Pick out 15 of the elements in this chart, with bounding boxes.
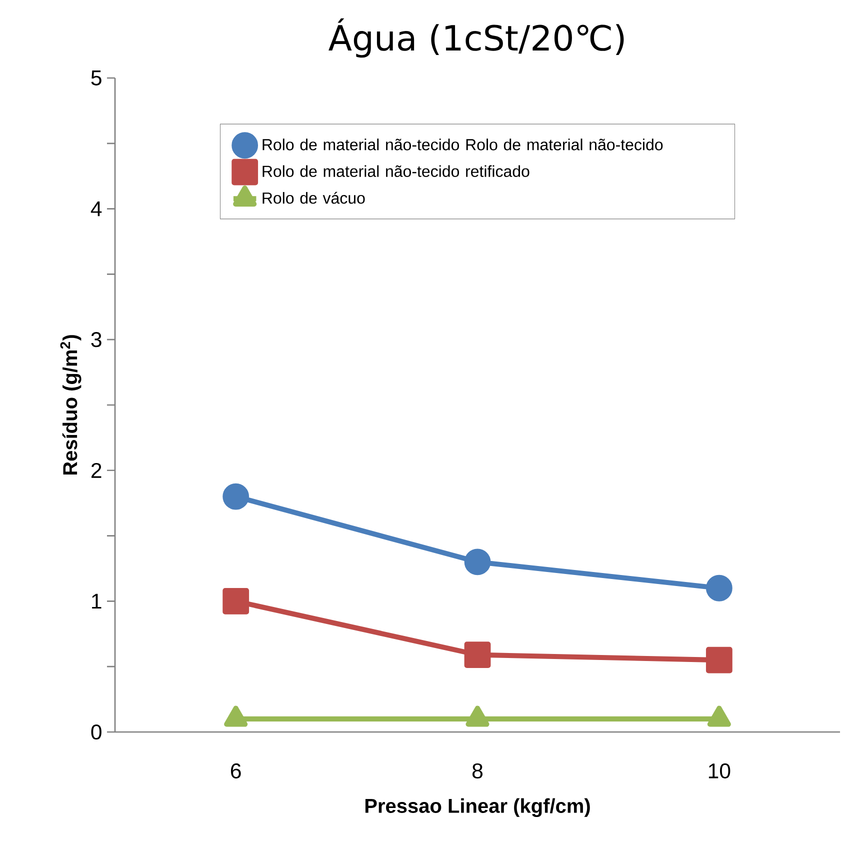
x-axis-title: Pressao Linear (kgf/cm) <box>365 798 590 818</box>
y-tick-label: 4 <box>90 201 102 216</box>
y-tick-label: 5 <box>91 70 102 86</box>
x-tick-label: 8 <box>472 763 483 778</box>
y-tick-label: 2 <box>91 462 102 478</box>
y-tick-label: 0 <box>91 724 102 740</box>
x-tick-label: 10 <box>708 763 730 778</box>
legend-label: Rolo de material não-tecido retificado <box>262 165 530 177</box>
legend-label: Rolo de material não-tecido Rolo de material não-tecido <box>262 138 663 150</box>
y-axis-title: Resíduo (g/m$^{2}$) <box>60 335 82 475</box>
y-tick-label: 3 <box>91 332 102 348</box>
y-tick-label: 1 <box>92 594 102 609</box>
legend-label: Rolo de vácuo <box>262 192 365 204</box>
x-tick-label: 6 <box>230 763 241 778</box>
chart-title: Água (1cSt/20℃) <box>328 18 624 58</box>
